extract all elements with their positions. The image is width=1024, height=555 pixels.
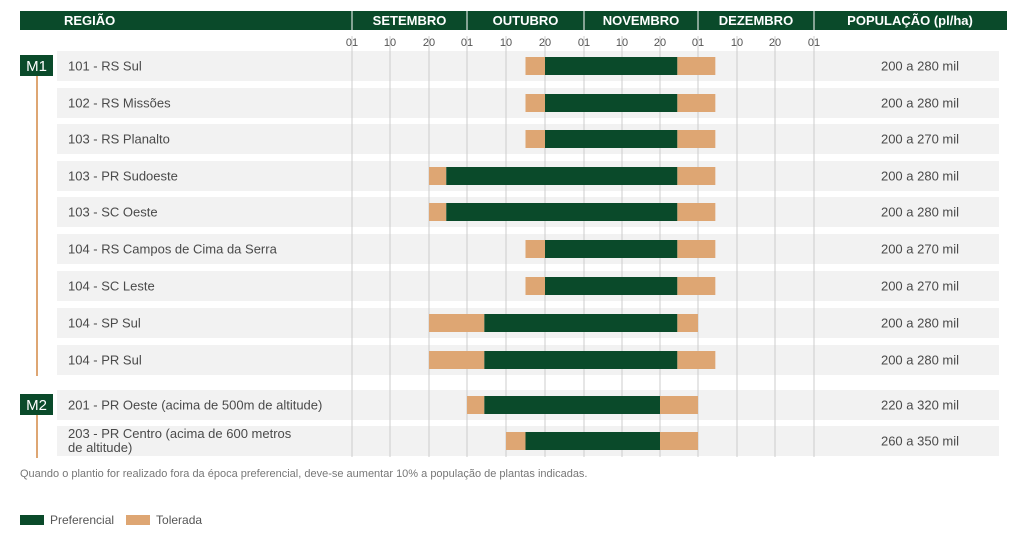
row-population: 200 a 270 mil xyxy=(881,242,959,257)
row-region-label: 104 - SC Leste xyxy=(68,279,155,294)
row-region-label: 104 - RS Campos de Cima da Serra xyxy=(68,242,278,257)
row-region-label: de altitude) xyxy=(68,440,132,455)
header-month: DEZEMBRO xyxy=(719,13,793,28)
preferencial-bar xyxy=(446,167,678,185)
row-region-label: 103 - RS Planalto xyxy=(68,132,170,147)
header-month: NOVEMBRO xyxy=(603,13,680,28)
row-population: 260 a 350 mil xyxy=(881,434,959,449)
legend: Preferencial Tolerada xyxy=(20,513,202,527)
tolerada-bar xyxy=(677,57,716,75)
header-month: SETEMBRO xyxy=(373,13,447,28)
tolerada-bar xyxy=(677,240,716,258)
row-population: 200 a 280 mil xyxy=(881,59,959,74)
preferencial-bar xyxy=(545,130,678,148)
header-population: POPULAÇÃO (pl/ha) xyxy=(847,13,973,28)
tolerada-bar xyxy=(429,314,485,332)
group-label: M2 xyxy=(26,397,47,414)
tolerada-bar xyxy=(525,57,545,75)
tolerada-bar xyxy=(506,432,526,450)
header-region: REGIÃO xyxy=(64,13,115,28)
group-badge xyxy=(20,55,53,76)
preferencial-bar xyxy=(484,314,678,332)
tolerada-bar xyxy=(660,432,698,450)
tolerada-bar xyxy=(525,94,545,112)
tolerada-bar xyxy=(429,351,485,369)
tolerada-bar xyxy=(677,277,716,295)
row-region-label: 101 - RS Sul xyxy=(68,59,142,74)
preferencial-bar xyxy=(545,240,678,258)
tolerada-bar xyxy=(677,203,716,221)
preferencial-bar xyxy=(545,57,678,75)
tolerada-bar xyxy=(677,94,716,112)
preferencial-bar xyxy=(525,432,660,450)
row-region-label: 201 - PR Oeste (acima de 500m de altitud… xyxy=(68,398,322,413)
tolerada-bar xyxy=(677,167,716,185)
preferencial-bar xyxy=(446,203,678,221)
row-region-label: 104 - SP Sul xyxy=(68,316,141,331)
preferencial-bar xyxy=(484,351,678,369)
preferencial-bar xyxy=(545,94,678,112)
tolerada-bar xyxy=(525,240,545,258)
tolerada-bar xyxy=(429,203,447,221)
row-region-label: 104 - PR Sul xyxy=(68,353,142,368)
group-badge xyxy=(20,394,53,415)
tolerada-bar xyxy=(677,351,716,369)
row-population: 200 a 280 mil xyxy=(881,96,959,111)
tolerada-bar xyxy=(660,396,698,414)
legend-item-preferencial: Preferencial xyxy=(20,513,114,527)
row-population: 200 a 280 mil xyxy=(881,205,959,220)
row-region-label: 103 - SC Oeste xyxy=(68,205,158,220)
preferencial-bar xyxy=(545,277,678,295)
footnote: Quando o plantio for realizado fora da é… xyxy=(20,468,588,480)
row-region-label: 103 - PR Sudoeste xyxy=(68,169,178,184)
row-population: 200 a 270 mil xyxy=(881,279,959,294)
legend-label-preferencial: Preferencial xyxy=(50,513,115,527)
tolerada-bar xyxy=(677,130,716,148)
preferencial-bar xyxy=(484,396,660,414)
group-label: M1 xyxy=(26,58,47,75)
header-bar xyxy=(20,11,1007,30)
row-region-label: 203 - PR Centro (acima de 600 metros xyxy=(68,426,292,441)
row-population: 200 a 270 mil xyxy=(881,132,959,147)
row-population: 220 a 320 mil xyxy=(881,398,959,413)
legend-swatch-tolerada xyxy=(126,515,151,525)
tolerada-bar xyxy=(467,396,485,414)
tolerada-bar xyxy=(677,314,698,332)
tolerada-bar xyxy=(429,167,447,185)
legend-item-tolerada: Tolerada xyxy=(126,513,202,527)
tolerada-bar xyxy=(525,277,545,295)
row-region-label: 102 - RS Missões xyxy=(68,96,171,111)
legend-swatch-preferencial xyxy=(20,515,44,525)
row-population: 200 a 280 mil xyxy=(881,353,959,368)
row-population: 200 a 280 mil xyxy=(881,316,959,331)
tolerada-bar xyxy=(525,130,545,148)
legend-label-tolerada: Tolerada xyxy=(156,513,203,527)
row-population: 200 a 280 mil xyxy=(881,169,959,184)
header-month: OUTUBRO xyxy=(493,13,559,28)
